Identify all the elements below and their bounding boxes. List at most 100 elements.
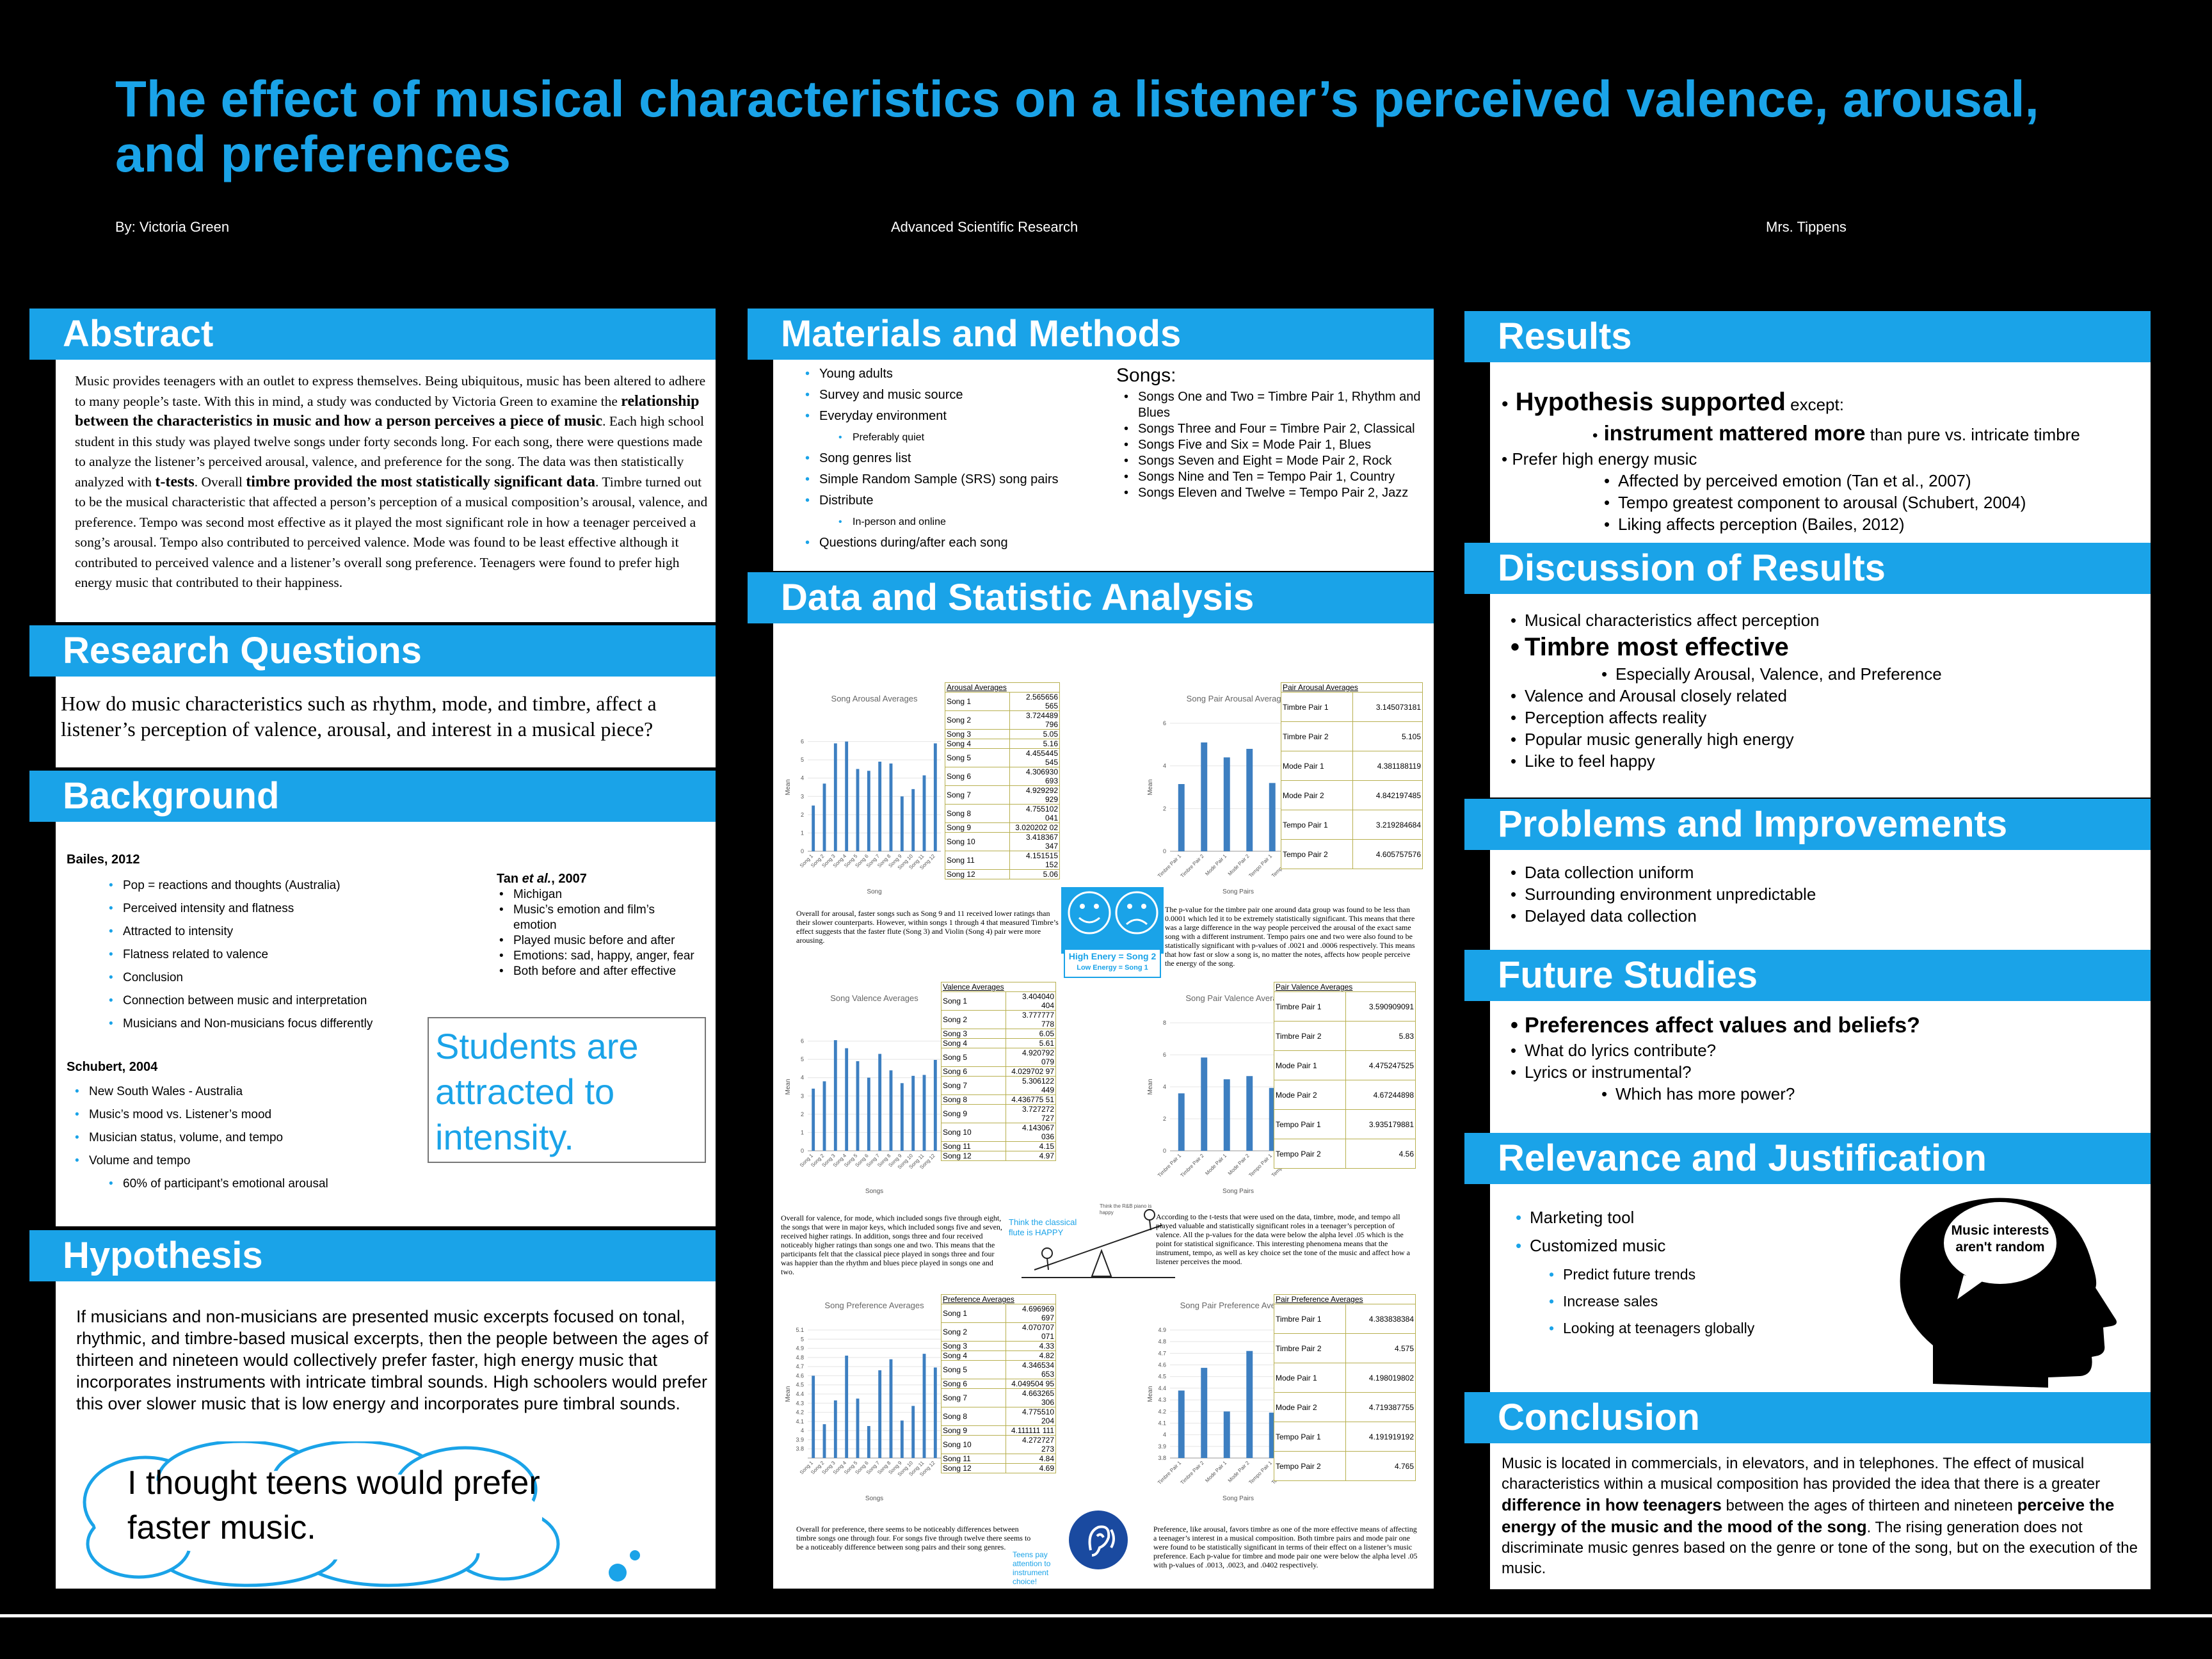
- table-cell-value: 4.605757576: [1352, 839, 1423, 869]
- table-row: Song 9 3.727272 727: [941, 1104, 1056, 1123]
- table-cell-label: Song 9: [945, 822, 1010, 833]
- research-question: How do music characteristics such as rhy…: [61, 692, 657, 741]
- table-cell-label: Song 7: [941, 1388, 1006, 1407]
- table-header-row: Valence Averages: [941, 982, 1056, 992]
- table-row: Song 6 4.049504 95: [941, 1379, 1056, 1389]
- table-cell-label: Song 5: [941, 1048, 1006, 1067]
- list-item: Connection between music and interpretat…: [109, 990, 481, 1013]
- bar: [856, 1061, 860, 1151]
- table-cell-value: 5.61: [1006, 1038, 1056, 1048]
- table-row: Song 5 4.920792 079: [941, 1048, 1056, 1067]
- conclusion-heading: Conclusion: [1464, 1392, 2151, 1443]
- y-tick-label: 4.7: [1158, 1350, 1166, 1356]
- table-row: Song 12 5.06: [945, 869, 1060, 879]
- chart-title: Song Pair Arousal Averages: [1187, 694, 1290, 703]
- table-cell-label: Song 10: [941, 1123, 1006, 1142]
- table-cell-label: Song 2: [945, 710, 1010, 730]
- methods-panel: Young adults Survey and music source Eve…: [773, 360, 1434, 571]
- list-item: Volume and tempo: [75, 1150, 422, 1173]
- methods-list: Young adults Survey and music source Eve…: [805, 364, 1126, 554]
- hypothesis-heading: Hypothesis: [29, 1230, 716, 1281]
- list-item: Liking affects perception (Bailes, 2012): [1604, 513, 2130, 535]
- list-item: Which has more power?: [1601, 1083, 2212, 1105]
- pair-preference-table: Pair Preference Averages Timbre Pair 1 4.3…: [1274, 1294, 1416, 1481]
- analysis-heading: Data and Statistic Analysis: [748, 572, 1434, 623]
- list-item: Songs Five and Six = Mode Pair 1, Blues: [1124, 437, 1429, 453]
- y-tick-label: 5: [801, 1056, 804, 1062]
- table-cell-label: Song 9: [941, 1425, 1006, 1436]
- list-item: Songs Seven and Eight = Mode Pair 2, Roc…: [1124, 453, 1429, 469]
- table-cell-value: 4.97: [1006, 1151, 1056, 1161]
- table-cell-value: 5.83: [1345, 1021, 1416, 1051]
- y-tick-label: 6: [1163, 1052, 1166, 1058]
- y-tick-label: 4.8: [796, 1354, 804, 1361]
- x-tick-label: Timbre Pair 2: [1180, 1153, 1205, 1178]
- pair-preference-caption: Preference, like arousal, favors timbre …: [1153, 1525, 1418, 1569]
- bar: [911, 1075, 915, 1151]
- methods-heading: Materials and Methods: [748, 309, 1434, 360]
- list-item: Music’s emotion and film’s emotion: [499, 902, 699, 933]
- table-cell-label: Song 12: [941, 1463, 1006, 1473]
- seesaw-icon: [1022, 1209, 1175, 1278]
- y-tick-label: 4.3: [796, 1400, 804, 1406]
- list-item: Perception affects reality: [1511, 707, 2139, 728]
- y-tick-label: 4.3: [1158, 1397, 1166, 1403]
- table-row: Song 2 3.777777 778: [941, 1010, 1056, 1029]
- y-axis-label: Mean: [785, 1078, 792, 1094]
- bar: [833, 1040, 837, 1151]
- table-header: Pair Valence Averages: [1274, 982, 1416, 992]
- bar: [889, 1070, 893, 1151]
- bar: [1246, 749, 1253, 851]
- table-cell-value: 4.69: [1006, 1463, 1056, 1473]
- bar: [833, 743, 837, 851]
- y-tick-label: 4.6: [796, 1372, 804, 1379]
- table-cell-label: Song 8: [945, 804, 1010, 823]
- y-tick-label: 4.1: [1158, 1420, 1166, 1426]
- table-cell-label: Song 4: [945, 739, 1010, 749]
- bar: [1246, 1350, 1253, 1458]
- y-tick-label: 2: [801, 1111, 804, 1118]
- table-cell-value: 4.84: [1006, 1454, 1056, 1464]
- bar: [922, 1354, 926, 1458]
- hypothesis-panel: If musicians and non-musicians are prese…: [56, 1281, 716, 1589]
- table-cell-label: Mode Pair 1: [1281, 751, 1353, 781]
- y-tick-label: 4.4: [1158, 1385, 1166, 1391]
- table-cell-value: 3.418367 347: [1009, 832, 1060, 851]
- x-axis-label: Song Pairs: [1222, 888, 1254, 895]
- preference-caption: Overall for preference, there seems to b…: [796, 1525, 1031, 1551]
- y-tick-label: 0: [801, 1148, 804, 1154]
- results-pref-list: Affected by perceived emotion (Tan et al…: [1604, 470, 2130, 535]
- cloud-text: I thought teens would prefer faster musi…: [127, 1464, 540, 1546]
- table-cell-label: Mode Pair 1: [1274, 1363, 1346, 1393]
- valence-table: Valence Averages Song 1 3.404040 404 Song 2…: [941, 982, 1056, 1161]
- table-cell-value: 3.020202 02: [1009, 822, 1060, 833]
- table-cell-label: Song 1: [941, 1304, 1006, 1323]
- problems-list: Data collection uniform Surrounding envi…: [1511, 862, 2139, 927]
- bar: [900, 1083, 904, 1151]
- list-item: Young adults: [805, 364, 1126, 385]
- table-row: Song 7 4.929292 929: [945, 785, 1060, 805]
- table-row: Song 1 2.565656 565: [945, 692, 1060, 711]
- y-tick-label: 0: [1163, 1148, 1166, 1154]
- y-tick-label: 4.5: [796, 1382, 804, 1388]
- list-item: Tempo greatest component to arousal (Sch…: [1604, 492, 2130, 513]
- pair-valence-table: Pair Valence Averages Timbre Pair 1 3.5909…: [1274, 982, 1416, 1169]
- table-cell-label: Song 3: [945, 729, 1010, 739]
- table-row: Song 9 4.111111 111: [941, 1425, 1056, 1436]
- table-row: Timbre Pair 1 3.590909091: [1274, 991, 1416, 1022]
- hypothesis-text: If musicians and non-musicians are prese…: [76, 1307, 709, 1413]
- research-panel: How do music characteristics such as rhy…: [56, 677, 716, 767]
- table-cell-label: Mode Pair 2: [1274, 1080, 1346, 1110]
- table-cell-value: 4.929292 929: [1009, 785, 1060, 805]
- list-item: Like to feel happy: [1511, 750, 2139, 772]
- bar: [933, 743, 937, 851]
- background-panel: Bailes, 2012 Pop = reactions and thought…: [56, 822, 716, 1226]
- ear-note: Teens pay attention to instrument choice…: [1013, 1550, 1051, 1586]
- table-cell-label: Tempo Pair 1: [1274, 1422, 1346, 1452]
- bar: [812, 805, 815, 851]
- table-row: Song 5 4.346534 653: [941, 1360, 1056, 1379]
- table-cell-label: Song 7: [945, 785, 1010, 805]
- preference-table: Preference Averages Song 1 4.696969 697 Son…: [941, 1294, 1056, 1473]
- list-item: Valence and Arousal closely related: [1511, 685, 2139, 707]
